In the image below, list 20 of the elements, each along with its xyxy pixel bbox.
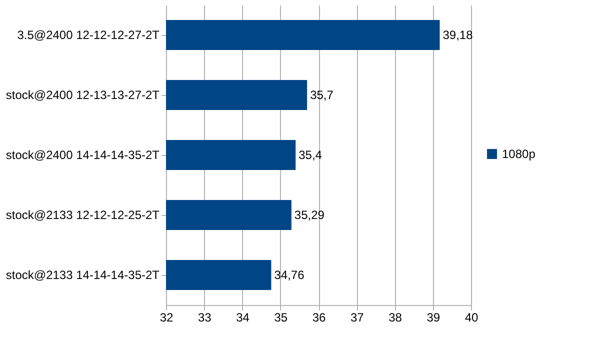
- data-label: 35,29: [294, 208, 325, 222]
- x-tick-label: 40: [464, 310, 478, 324]
- x-tick-label: 33: [198, 310, 212, 324]
- x-tick-label: 39: [426, 310, 440, 324]
- y-tick-label: 3.5@2400 12-12-12-27-2T: [17, 28, 160, 42]
- y-tick-label: stock@2400 14-14-14-35-2T: [6, 148, 160, 162]
- x-tick-label: 37: [350, 310, 364, 324]
- x-tick-label: 38: [388, 310, 402, 324]
- y-tick-label: stock@2400 12-13-13-27-2T: [6, 88, 160, 102]
- x-tick-label: 35: [274, 310, 288, 324]
- data-label: 35,7: [310, 88, 334, 102]
- x-tick-label: 36: [312, 310, 326, 324]
- x-tick-label: 34: [236, 310, 250, 324]
- y-tick-label: stock@2133 14-14-14-35-2T: [6, 268, 160, 282]
- x-tick-label: 32: [160, 310, 174, 324]
- data-label: 39,18: [442, 28, 474, 42]
- legend-label: 1080p: [502, 147, 536, 161]
- data-label: 35,4: [298, 148, 322, 162]
- y-tick-label: stock@2133 12-12-12-25-2T: [6, 208, 160, 222]
- data-label: 34,76: [274, 268, 305, 282]
